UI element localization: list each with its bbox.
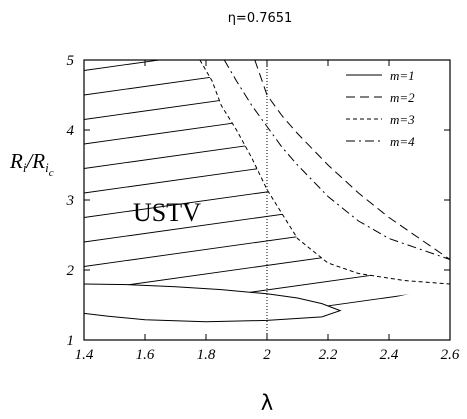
- chart-title: η=0.7651: [228, 11, 293, 26]
- ustv-annotation: USTV: [133, 198, 201, 227]
- y-tick-label: 1: [67, 333, 75, 349]
- x-axis-label: λ: [261, 391, 273, 415]
- x-tick-label: 1.4: [75, 347, 94, 363]
- x-tick-label: 2: [263, 347, 271, 363]
- x-tick-label: 2.6: [441, 347, 460, 363]
- y-tick-label: 4: [67, 123, 75, 139]
- series-line-m2: [254, 60, 450, 260]
- legend-label-m4: m=4: [390, 134, 415, 149]
- x-tick-label: 2.4: [380, 347, 399, 363]
- x-tick-label: 1.6: [136, 347, 155, 363]
- hatch-line: [84, 239, 450, 292]
- y-tick-label: 5: [67, 53, 75, 69]
- legend-label-m1: m=1: [390, 68, 415, 83]
- x-tick-label: 2.2: [319, 347, 338, 363]
- y-axis-label: Ri/Ric: [9, 149, 54, 179]
- hatch-line: [84, 141, 450, 194]
- series-line-m3: [199, 60, 450, 285]
- legend-label-m2: m=2: [390, 90, 415, 105]
- legend: m=1 m=2 m=3 m=4: [346, 68, 415, 149]
- y-tick-label: 2: [67, 263, 75, 279]
- series-line-m1: [84, 283, 342, 323]
- y-tick-label: 3: [66, 193, 75, 209]
- series-line-m4: [223, 60, 450, 260]
- legend-label-m3: m=3: [390, 112, 415, 127]
- hatch-line: [84, 263, 450, 311]
- x-tick-label: 1.8: [197, 347, 216, 363]
- hatch-line: [84, 288, 450, 311]
